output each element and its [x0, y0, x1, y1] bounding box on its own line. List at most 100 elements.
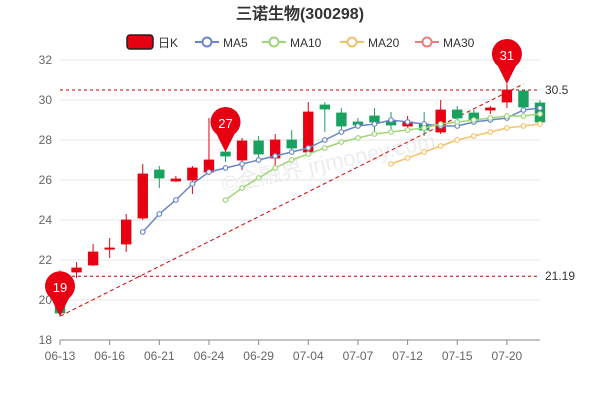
- ma-point-ma20: [470, 133, 477, 139]
- y-axis: 18 20 22 24 26 28 30 32: [39, 53, 540, 347]
- ma-point-ma20: [487, 129, 494, 135]
- ma-point-ma20: [404, 155, 411, 161]
- price-pins: 19 27 31: [45, 39, 522, 317]
- chart-title: 三诺生物(300298): [236, 4, 364, 23]
- reference-line-label: 30.5: [545, 83, 569, 97]
- reference-lines: 30.5 21.19: [59, 83, 575, 317]
- y-tick-label: 24: [39, 213, 53, 227]
- ma-point-ma5: [371, 121, 378, 127]
- ma-point-ma20: [520, 123, 527, 129]
- chart-legend: 日K MA5 MA10 MA20 MA30: [126, 34, 475, 50]
- candle-body: [71, 267, 82, 273]
- price-pin-label: 31: [500, 48, 514, 63]
- legend-swatch-daily-k: [126, 34, 154, 50]
- legend-label-ma5: MA5: [223, 36, 248, 50]
- legend-label-ma30: MA30: [443, 36, 475, 50]
- ma-point-ma5: [305, 145, 312, 151]
- x-tick-label: 06-21: [144, 349, 175, 363]
- trend-line: [59, 83, 524, 317]
- ma-point-ma20: [537, 121, 543, 127]
- ma-point-ma10: [404, 127, 411, 133]
- candle-body: [369, 115, 380, 123]
- y-tick-label: 28: [39, 133, 53, 147]
- ma-point-ma20: [437, 143, 444, 149]
- x-tick-label: 07-15: [442, 349, 473, 363]
- ma-point-ma10: [321, 145, 328, 151]
- candle-body: [137, 173, 148, 219]
- candle-body: [187, 167, 198, 181]
- x-tick-label: 06-29: [243, 349, 274, 363]
- candle-body: [220, 151, 231, 157]
- ma-point-ma10: [454, 119, 461, 125]
- ma-point-ma10: [338, 139, 345, 145]
- ma-point-ma5: [139, 229, 146, 235]
- ma-point-ma5: [338, 129, 345, 135]
- y-tick-label: 32: [39, 53, 53, 67]
- candle-body: [286, 139, 297, 149]
- legend-label-日k: 日K: [158, 36, 178, 50]
- candle-body: [121, 219, 132, 245]
- ma-point-ma5: [321, 137, 328, 143]
- x-tick-label: 07-12: [392, 349, 423, 363]
- ma-point-ma10: [222, 197, 229, 203]
- ma-point-ma10: [520, 113, 527, 119]
- ma-point-ma5: [255, 157, 262, 163]
- x-tick-label: 06-24: [194, 349, 225, 363]
- price-pin-marker: [491, 39, 522, 84]
- ma-point-ma5: [272, 153, 279, 159]
- chart-grid: [60, 59, 540, 341]
- candle-body: [170, 178, 182, 182]
- ma-line-ma20: [390, 123, 541, 165]
- legend-swatch-marker-ma20: [346, 36, 358, 48]
- ma-point-ma5: [239, 161, 245, 167]
- price-pin-marker: [210, 107, 241, 152]
- ma-point-ma20: [421, 149, 428, 155]
- ma-point-ma10: [355, 135, 361, 141]
- price-pin-label: 19: [53, 280, 67, 295]
- ma-point-ma10: [239, 185, 245, 191]
- ma-point-ma10: [470, 117, 477, 123]
- x-tick-label: 07-04: [293, 349, 324, 363]
- legend-label-ma20: MA20: [368, 36, 400, 50]
- candle-body: [236, 140, 248, 161]
- candle-body: [485, 107, 496, 111]
- candle-body: [452, 109, 463, 119]
- y-tick-label: 26: [39, 173, 53, 187]
- ma-point-ma5: [520, 107, 527, 113]
- legend-swatch-marker-ma30: [421, 36, 433, 48]
- x-tick-label: 07-20: [492, 349, 523, 363]
- legend-swatch-marker-ma10: [268, 36, 280, 48]
- price-pin-label: 27: [218, 116, 232, 131]
- ma-point-ma5: [355, 123, 361, 129]
- ma-point-ma20: [388, 161, 394, 167]
- ma-point-ma5: [222, 165, 229, 171]
- candle-body: [501, 89, 513, 103]
- ma-point-ma5: [537, 105, 543, 111]
- candle-body: [518, 90, 529, 108]
- legend-label-ma10: MA10: [290, 36, 322, 50]
- ma-point-ma10: [305, 151, 312, 157]
- ma-point-ma10: [503, 113, 510, 119]
- candle-body: [87, 251, 99, 266]
- x-tick-label: 06-13: [45, 349, 76, 363]
- moving-averages: [139, 105, 543, 235]
- ma-point-ma20: [503, 125, 510, 131]
- x-tick-label: 07-07: [343, 349, 374, 363]
- y-tick-label: 30: [39, 93, 53, 107]
- ma-point-ma5: [206, 169, 212, 175]
- ma-point-ma5: [156, 211, 163, 217]
- ma-point-ma5: [189, 181, 196, 187]
- candle-body: [154, 169, 165, 179]
- candle-body: [319, 104, 331, 110]
- ma-point-ma10: [487, 115, 494, 121]
- candle-body: [435, 109, 446, 133]
- ma-point-ma10: [288, 157, 295, 163]
- y-tick-label: 20: [39, 293, 53, 307]
- ma-point-ma10: [371, 131, 378, 137]
- x-tick-label: 06-16: [94, 349, 125, 363]
- ma-point-ma5: [288, 149, 295, 155]
- ma-point-ma5: [388, 117, 394, 123]
- y-tick-label: 22: [39, 253, 53, 267]
- ma-point-ma10: [437, 121, 444, 127]
